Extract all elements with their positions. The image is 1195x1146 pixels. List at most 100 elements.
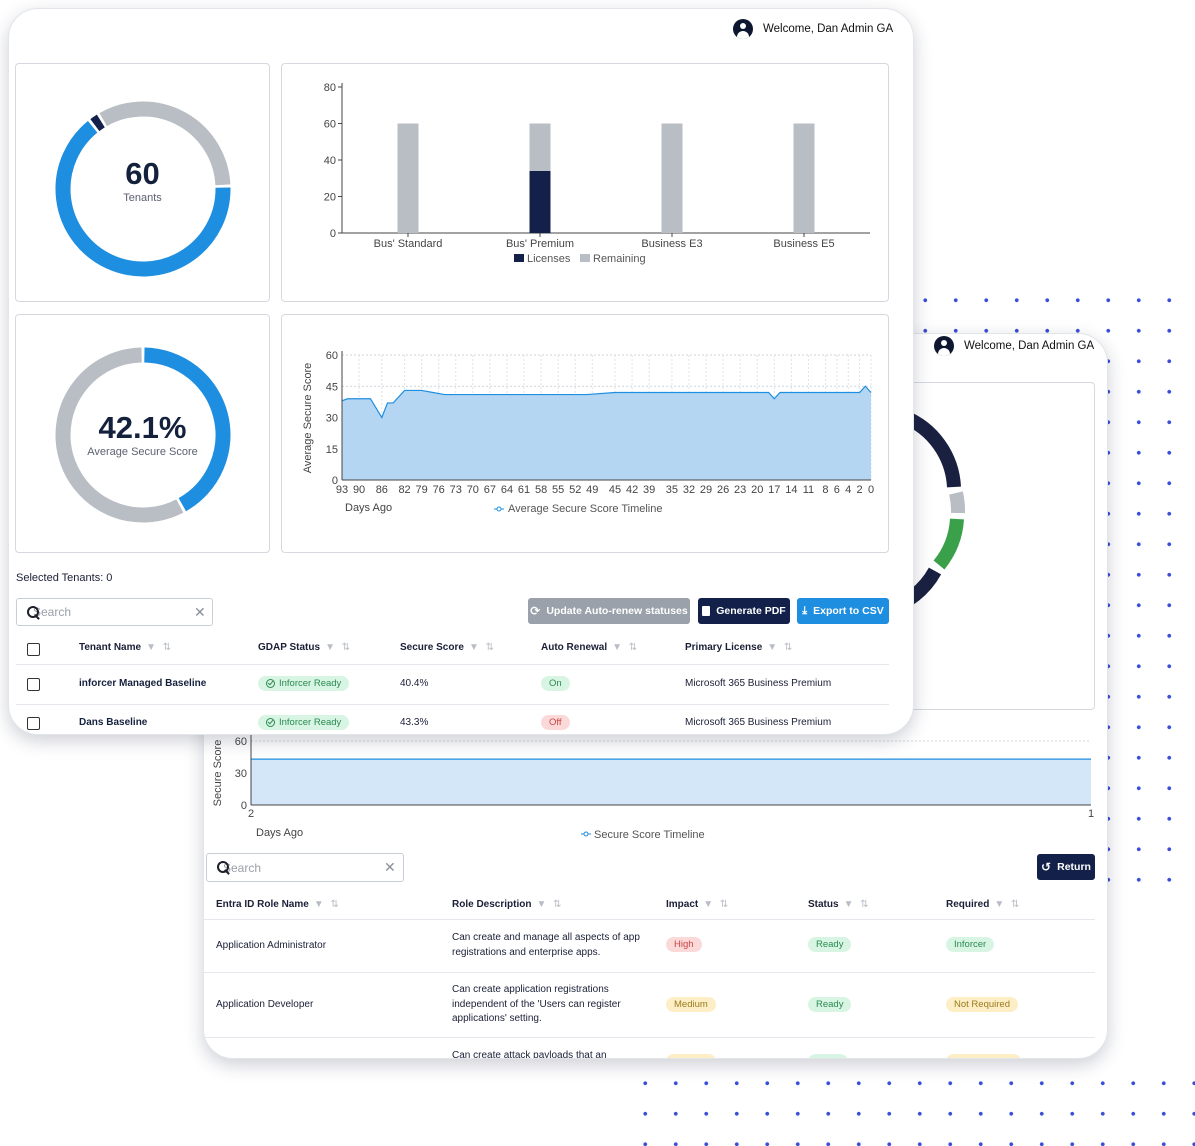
- x-tick-label: 11: [803, 484, 814, 496]
- secure-score-cell: 40.4%: [400, 678, 429, 689]
- y-tick-label: 30: [326, 413, 338, 425]
- welcome-text: Welcome, Dan Admin GA: [964, 340, 1095, 352]
- x-tick-label: 61: [518, 484, 530, 496]
- col-role-name[interactable]: Entra ID Role Name ▼ ⇅: [216, 899, 341, 910]
- status-badge: Ready: [808, 997, 852, 1012]
- export-csv-button[interactable]: ⤓ Export to CSV: [797, 598, 889, 624]
- licenses-bar-chart: 0 20 40 60 80 Bus' Standard Bus' Premium Busine…: [324, 82, 870, 265]
- return-icon: ↺: [1041, 860, 1052, 874]
- filter-sort-icon[interactable]: ▼ ⇅: [146, 642, 174, 653]
- user-welcome[interactable]: Welcome, Dan Admin GA: [733, 19, 893, 39]
- tenants-card: 60 Tenants: [15, 63, 270, 302]
- y-axis-title: Average Secure Score: [302, 363, 314, 473]
- x-tick-label: 2: [857, 484, 863, 496]
- y-tick-label: 45: [326, 381, 338, 393]
- update-auto-renew-button[interactable]: ⟳ Update Auto-renew statuses: [528, 598, 690, 624]
- col-required[interactable]: Required ▼ ⇅: [946, 899, 1022, 910]
- secure-score-label: Average Secure Score: [87, 446, 198, 458]
- col-impact[interactable]: Impact ▼ ⇅: [666, 899, 731, 910]
- donut-segment: [99, 101, 231, 186]
- user-welcome[interactable]: Welcome, Dan Admin GA: [934, 336, 1094, 356]
- row-checkbox[interactable]: [27, 678, 40, 691]
- clear-search-icon[interactable]: ✕: [194, 603, 206, 620]
- role-search-input[interactable]: [223, 860, 378, 875]
- user-avatar-icon: [934, 336, 954, 356]
- welcome-text: Welcome, Dan Admin GA: [763, 23, 894, 35]
- x-tick-label: 49: [586, 484, 598, 496]
- return-button[interactable]: ↺ Return: [1037, 854, 1095, 880]
- donut-segment: [90, 114, 105, 132]
- tenant-name-link[interactable]: inforcer Managed Baseline: [79, 678, 207, 689]
- bar-licenses: [529, 170, 551, 233]
- filter-sort-icon[interactable]: ▼ ⇅: [536, 899, 564, 910]
- col-gdap-status[interactable]: GDAP Status ▼ ⇅: [258, 642, 353, 653]
- y-tick-label: 60: [324, 119, 336, 131]
- col-primary-license[interactable]: Primary License ▼ ⇅: [685, 642, 795, 653]
- x-tick-label: 58: [535, 484, 547, 496]
- col-auto-renewal[interactable]: Auto Renewal ▼ ⇅: [541, 642, 640, 653]
- licenses-card: 0 20 40 60 80 Bus' Standard Bus' Premium Busine…: [281, 63, 889, 302]
- donut-segment-grey: [949, 491, 966, 514]
- decorative-dot-pattern: [630, 1068, 1195, 1146]
- filter-sort-icon[interactable]: ▼ ⇅: [468, 642, 496, 653]
- filter-sort-icon[interactable]: ▼ ⇅: [313, 899, 341, 910]
- filter-sort-icon[interactable]: ▼ ⇅: [703, 899, 731, 910]
- tenant-search-box[interactable]: ✕: [16, 598, 213, 626]
- col-role-description[interactable]: Role Description ▼ ⇅: [452, 899, 564, 910]
- x-tick-label: 45: [609, 484, 621, 496]
- filter-sort-icon[interactable]: ▼ ⇅: [994, 899, 1022, 910]
- legend-marker: [496, 506, 502, 512]
- filter-sort-icon[interactable]: ▼ ⇅: [325, 642, 353, 653]
- role-name: Application Administrator: [216, 940, 327, 951]
- y-tick-label: 30: [235, 768, 247, 780]
- y-tick-label: 0: [241, 800, 247, 812]
- x-tick-label: 42: [626, 484, 638, 496]
- required-badge: Not Required: [946, 997, 1018, 1012]
- secure-score-value: 42.1%: [98, 410, 187, 445]
- x-tick-label: 52: [569, 484, 581, 496]
- auto-renewal-badge[interactable]: On: [541, 676, 570, 691]
- x-tick-label: 8: [822, 484, 828, 496]
- x-tick-label: 32: [683, 484, 695, 496]
- auto-renewal-badge[interactable]: Off: [541, 715, 570, 730]
- y-tick-label: 15: [326, 444, 338, 456]
- status-badge: [808, 1054, 848, 1058]
- col-tenant-name[interactable]: Tenant Name ▼ ⇅: [79, 642, 174, 653]
- status-badge: Ready: [808, 937, 852, 952]
- generate-pdf-button[interactable]: Generate PDF: [698, 598, 790, 624]
- donut-segment: [55, 121, 231, 277]
- x-tick-label: 70: [467, 484, 479, 496]
- filter-sort-icon[interactable]: ▼ ⇅: [843, 899, 871, 910]
- divider: [204, 919, 1095, 920]
- x-tick-label: 73: [450, 484, 462, 496]
- role-name: Application Developer: [216, 999, 314, 1010]
- tenant-search-input[interactable]: [33, 605, 188, 619]
- select-all-checkbox[interactable]: [27, 643, 40, 656]
- x-tick-label: 4: [845, 484, 851, 496]
- check-circle-icon: [266, 718, 275, 727]
- col-secure-score[interactable]: Secure Score ▼ ⇅: [400, 642, 496, 653]
- clear-search-icon[interactable]: ✕: [384, 859, 396, 875]
- x-tick-label: 1: [1088, 808, 1094, 820]
- x-tick-label: 79: [416, 484, 428, 496]
- x-tick-label: 0: [868, 484, 874, 496]
- filter-sort-icon[interactable]: ▼ ⇅: [612, 642, 640, 653]
- primary-license-cell: Microsoft 365 Business Premium: [685, 717, 832, 728]
- x-tick-label: Bus' Premium: [506, 238, 574, 250]
- role-search-box[interactable]: ✕: [206, 853, 404, 882]
- col-status[interactable]: Status ▼ ⇅: [808, 899, 871, 910]
- y-axis-title: Secure Score: [212, 740, 224, 807]
- legend-label: Average Secure Score Timeline: [508, 503, 663, 515]
- tenant-name-link[interactable]: Dans Baseline: [79, 717, 148, 728]
- x-tick-label: 35: [666, 484, 678, 496]
- x-tick-label: 20: [751, 484, 763, 496]
- bar-remaining: [793, 123, 815, 233]
- x-tick-label: 67: [484, 484, 496, 496]
- secure-score-donut-chart: [55, 347, 231, 523]
- legend-label: Licenses: [527, 253, 571, 265]
- filter-sort-icon[interactable]: ▼ ⇅: [767, 642, 795, 653]
- x-tick-label: Business E3: [641, 238, 702, 250]
- row-checkbox[interactable]: [27, 717, 40, 730]
